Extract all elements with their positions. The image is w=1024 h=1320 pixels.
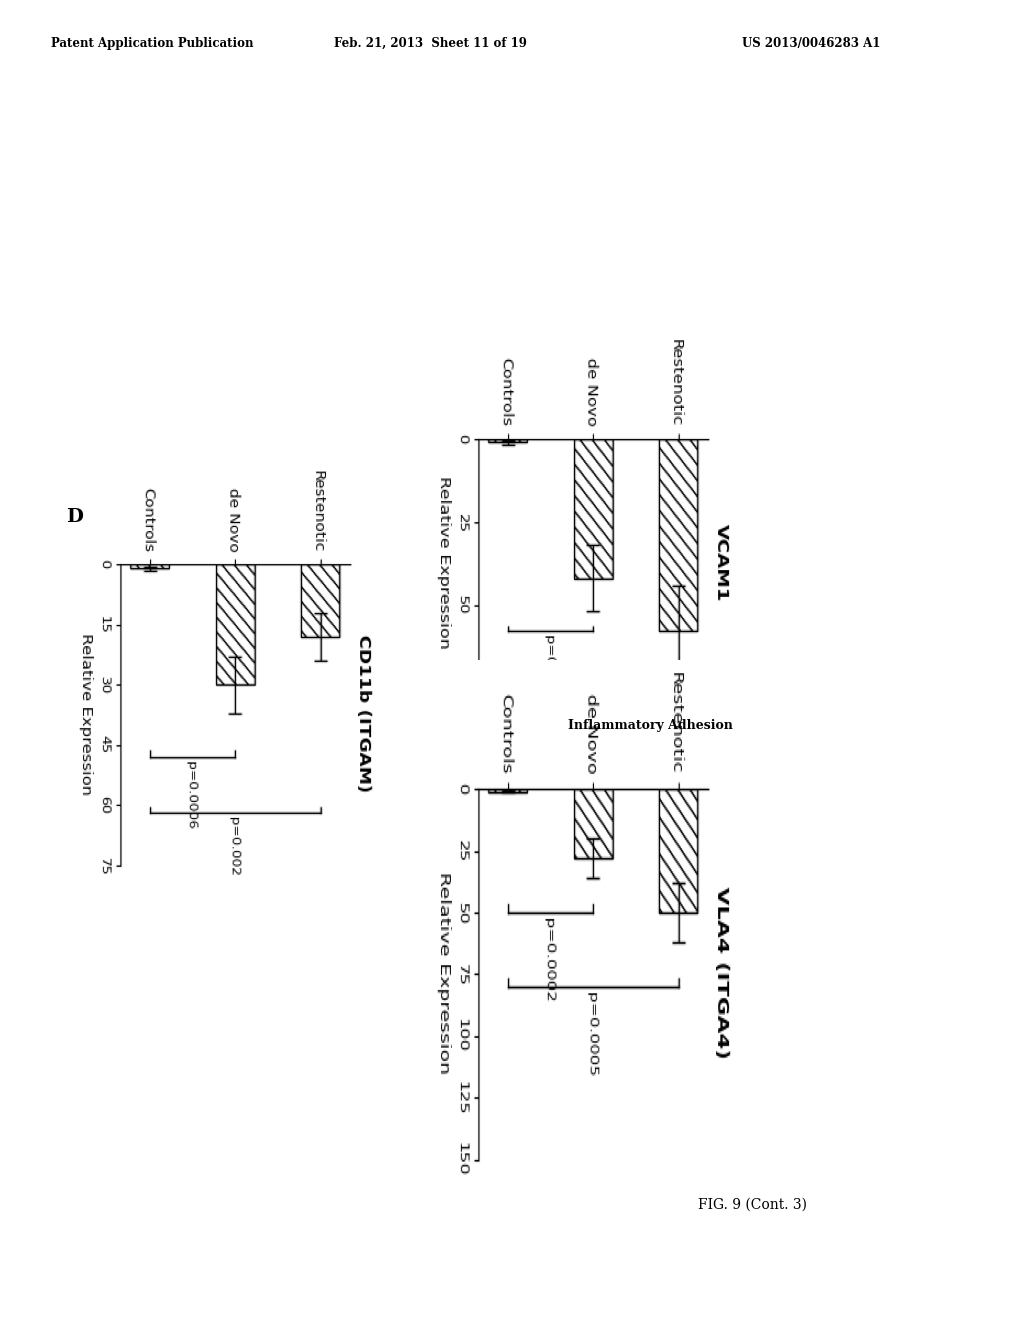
Text: Feb. 21, 2013  Sheet 11 of 19: Feb. 21, 2013 Sheet 11 of 19 (334, 37, 526, 50)
Text: FIG. 9 (Cont. 3): FIG. 9 (Cont. 3) (698, 1197, 807, 1212)
Text: US 2013/0046283 A1: US 2013/0046283 A1 (742, 37, 881, 50)
Text: Patent Application Publication: Patent Application Publication (51, 37, 254, 50)
Text: Inflammatory Adhesion: Inflammatory Adhesion (567, 719, 733, 733)
Text: D: D (67, 508, 84, 527)
